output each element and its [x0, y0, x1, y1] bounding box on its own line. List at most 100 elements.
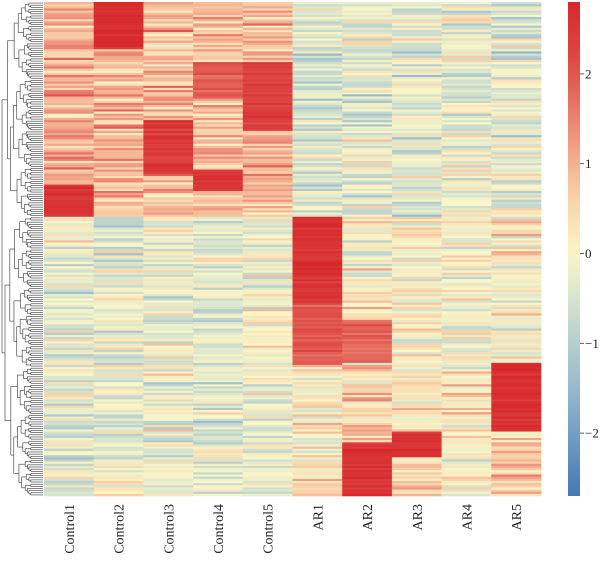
heatmap-cell: [292, 66, 343, 69]
heatmap-cell: [242, 233, 293, 237]
heatmap-cell: [491, 341, 542, 344]
heatmap-cell: [342, 386, 393, 389]
heatmap-cell: [292, 405, 343, 409]
heatmap-cell: [391, 135, 442, 138]
heatmap-cell: [242, 313, 293, 316]
heatmap-cell: [491, 126, 542, 130]
heatmap-cell: [242, 448, 293, 452]
heatmap-cell: [93, 59, 144, 63]
heatmap-cell: [292, 322, 343, 325]
heatmap-cell: [292, 72, 343, 76]
heatmap-cell: [342, 401, 393, 404]
heatmap-cell: [292, 356, 343, 359]
heatmap-cell: [242, 371, 293, 374]
heatmap-cell: [342, 102, 393, 106]
heatmap-cell: [441, 450, 492, 454]
heatmap-cell: [193, 165, 244, 168]
heatmap-cell: [391, 6, 442, 9]
heatmap-cell: [93, 244, 144, 248]
heatmap-cell: [491, 8, 542, 11]
heatmap-cell: [391, 223, 442, 226]
heatmap-cell: [242, 53, 293, 56]
heatmap-cell: [491, 491, 542, 495]
heatmap-cell: [242, 4, 293, 7]
heatmap-cell: [441, 345, 492, 349]
heatmap-cell: [441, 249, 492, 252]
heatmap-cell: [93, 446, 144, 450]
heatmap-cell: [491, 349, 542, 353]
heatmap-cell: [342, 25, 393, 29]
heatmap-cell: [193, 51, 244, 54]
heatmap-cell: [44, 246, 94, 250]
heatmap-cell: [242, 117, 293, 121]
heatmap-cell: [93, 143, 144, 147]
heatmap-cell: [292, 212, 343, 215]
heatmap-cell: [44, 229, 94, 233]
heatmap-cell: [143, 102, 194, 106]
heatmap-cell: [242, 68, 293, 72]
heatmap-cell: [93, 257, 144, 261]
heatmap-cell: [143, 81, 194, 84]
heatmap-cell: [491, 87, 542, 91]
colorbar-tick-label: 1: [585, 156, 592, 171]
heatmap-cell: [441, 83, 492, 87]
heatmap-cell: [342, 369, 393, 372]
heatmap-cell: [93, 216, 144, 220]
heatmap-cell: [193, 21, 244, 24]
heatmap-cell: [441, 109, 492, 112]
heatmap-cell: [143, 410, 194, 413]
heatmap-cell: [391, 257, 442, 261]
heatmap-cell: [342, 169, 393, 172]
heatmap-cell: [193, 251, 244, 254]
heatmap-cell: [342, 302, 393, 306]
heatmap-cell: [491, 332, 542, 336]
heatmap-cell: [292, 249, 343, 252]
heatmap-cell: [93, 212, 144, 215]
heatmap-cell: [143, 160, 194, 164]
heatmap-cell: [342, 14, 393, 18]
heatmap-cell: [193, 6, 244, 9]
heatmap-cell: [44, 422, 94, 426]
heatmap-cell: [143, 283, 194, 286]
heatmap-cell: [143, 173, 194, 177]
heatmap-cell: [193, 440, 244, 443]
heatmap-cell: [44, 352, 94, 355]
heatmap-cell: [242, 354, 293, 357]
heatmap-cell: [441, 197, 492, 200]
heatmap-cell: [44, 55, 94, 59]
heatmap-cell: [292, 291, 343, 295]
heatmap-cell: [391, 216, 442, 220]
heatmap-cell: [143, 4, 194, 7]
heatmap-cell: [441, 148, 492, 151]
heatmap-cell: [342, 49, 393, 52]
heatmap-cell: [143, 227, 194, 230]
heatmap-cell: [491, 457, 542, 460]
heatmap-cell: [342, 440, 393, 443]
heatmap-cell: [292, 420, 343, 424]
heatmap-cell: [391, 10, 442, 14]
heatmap-cell: [391, 403, 442, 407]
heatmap-cell: [44, 371, 94, 374]
heatmap-cell: [242, 410, 293, 413]
heatmap-cell: [342, 66, 393, 69]
heatmap-cell: [143, 36, 194, 39]
heatmap-cell: [193, 227, 244, 230]
heatmap-cell: [342, 17, 393, 20]
heatmap-cell: [93, 23, 144, 26]
heatmap-cell: [292, 324, 343, 327]
heatmap-cell: [292, 242, 343, 246]
heatmap-cell: [491, 68, 542, 72]
heatmap-cell: [143, 367, 194, 370]
heatmap-cell: [143, 298, 194, 301]
heatmap-cell: [242, 203, 293, 207]
heatmap-cell: [342, 448, 393, 452]
heatmap-cell: [292, 44, 343, 48]
heatmap-cell: [391, 66, 442, 69]
heatmap-cell: [193, 156, 244, 160]
heatmap-cell: [441, 270, 492, 273]
heatmap-cell: [44, 444, 94, 447]
heatmap-cell: [441, 352, 492, 355]
heatmap-cell: [93, 326, 144, 329]
heatmap-cell: [93, 274, 144, 278]
heatmap-cell: [292, 489, 343, 493]
